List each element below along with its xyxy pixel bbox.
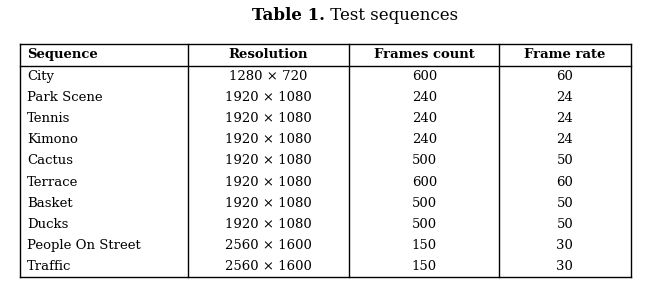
Text: Frame rate: Frame rate — [524, 48, 606, 61]
Text: Basket: Basket — [27, 197, 73, 210]
Text: 24: 24 — [556, 112, 573, 125]
Text: 1920 × 1080: 1920 × 1080 — [225, 112, 312, 125]
Text: 500: 500 — [411, 154, 437, 167]
Text: 240: 240 — [411, 91, 437, 104]
Text: Table 1. Test sequences: Table 1. Test sequences — [225, 7, 425, 24]
Text: 1920 × 1080: 1920 × 1080 — [225, 197, 312, 210]
Text: Terrace: Terrace — [27, 176, 79, 188]
Text: 600: 600 — [411, 69, 437, 83]
Text: 2560 × 1600: 2560 × 1600 — [225, 239, 312, 252]
Text: 1920 × 1080: 1920 × 1080 — [225, 218, 312, 231]
Text: Frames count: Frames count — [374, 48, 474, 61]
Text: 50: 50 — [556, 154, 573, 167]
Text: City: City — [27, 69, 55, 83]
Text: 30: 30 — [556, 260, 573, 273]
Text: 1280 × 720: 1280 × 720 — [229, 69, 307, 83]
Text: Test sequences: Test sequences — [325, 7, 458, 24]
Text: 1920 × 1080: 1920 × 1080 — [225, 154, 312, 167]
Text: Table 1.: Table 1. — [252, 7, 325, 24]
Text: 60: 60 — [556, 69, 573, 83]
Text: Kimono: Kimono — [27, 133, 78, 146]
Text: 1920 × 1080: 1920 × 1080 — [225, 176, 312, 188]
Text: Ducks: Ducks — [27, 218, 69, 231]
Text: 24: 24 — [556, 133, 573, 146]
Text: 24: 24 — [556, 91, 573, 104]
Text: 150: 150 — [411, 260, 437, 273]
Text: 2560 × 1600: 2560 × 1600 — [225, 260, 312, 273]
Text: 60: 60 — [556, 176, 573, 188]
Text: 50: 50 — [556, 218, 573, 231]
Text: Sequence: Sequence — [27, 48, 98, 61]
Text: Tennis: Tennis — [27, 112, 71, 125]
Text: 50: 50 — [556, 197, 573, 210]
Text: 150: 150 — [411, 239, 437, 252]
Text: 240: 240 — [411, 133, 437, 146]
Text: Cactus: Cactus — [27, 154, 73, 167]
Text: Park Scene: Park Scene — [27, 91, 103, 104]
Text: 500: 500 — [411, 197, 437, 210]
Text: 600: 600 — [411, 176, 437, 188]
Text: Resolution: Resolution — [229, 48, 308, 61]
Text: People On Street: People On Street — [27, 239, 141, 252]
Text: 1920 × 1080: 1920 × 1080 — [225, 133, 312, 146]
Text: 30: 30 — [556, 239, 573, 252]
Text: 500: 500 — [411, 218, 437, 231]
Text: 240: 240 — [411, 112, 437, 125]
Text: Traffic: Traffic — [27, 260, 72, 273]
Text: 1920 × 1080: 1920 × 1080 — [225, 91, 312, 104]
